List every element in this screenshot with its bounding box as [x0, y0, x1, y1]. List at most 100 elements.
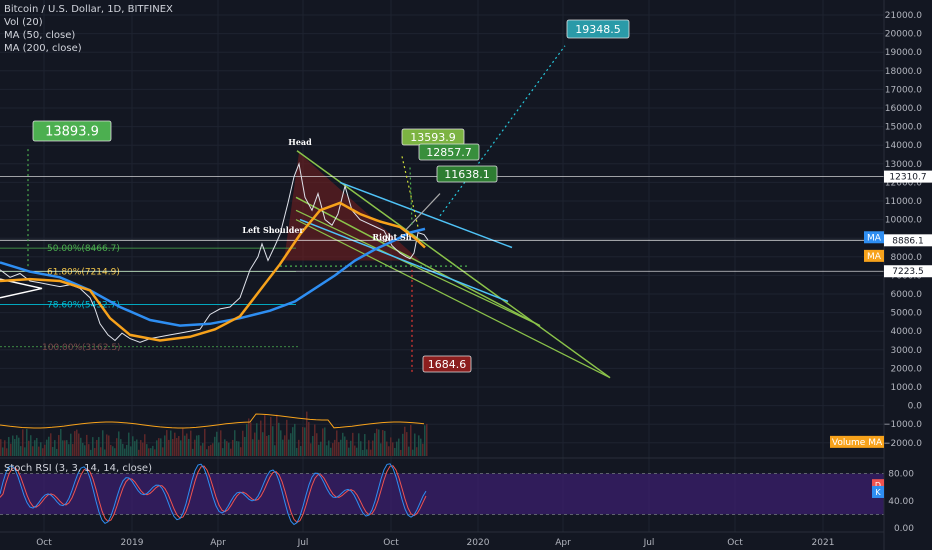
legend-ma50[interactable]: MA (50, close) [4, 30, 76, 41]
price-tick-label: 16000.0 [885, 104, 922, 114]
volume-bar [248, 418, 250, 456]
legend-vol[interactable]: Vol (20) [4, 17, 43, 28]
volume-bar [202, 443, 204, 456]
trend-line [404, 193, 441, 232]
volume-bar [236, 441, 238, 456]
volume-bar [408, 446, 410, 456]
volume-bar [34, 440, 36, 456]
annotation-label: 12857.7 [426, 146, 472, 159]
volume-bar [334, 439, 336, 456]
volume-bar [136, 439, 138, 456]
volume-bar [118, 431, 120, 456]
wedge-upper-line [296, 150, 611, 379]
channel-upper-line [339, 181, 513, 249]
volume-bar [144, 434, 146, 456]
volume-bar [426, 423, 428, 456]
volume-bar [192, 448, 194, 456]
ma50-line [0, 201, 426, 342]
time-tick-label: 2020 [467, 538, 490, 548]
volume-bar [98, 437, 100, 456]
stoch-rsi-legend[interactable]: Stoch RSI (3, 3, 14, 14, close) [4, 463, 152, 474]
volume-bar [162, 447, 164, 456]
stoch-badge [872, 485, 884, 498]
volume-bar [100, 447, 102, 456]
volume-bar [214, 436, 216, 456]
volume-bar [200, 445, 202, 456]
pattern-label: Left Shoulder [242, 225, 304, 235]
annotation-label: 13593.9 [410, 131, 456, 144]
volume-bar [206, 449, 208, 456]
volume-bar [132, 436, 134, 456]
volume-bar [266, 435, 268, 456]
time-tick-label: Jul [297, 538, 309, 548]
price-badge-label: 8886.1 [892, 236, 924, 246]
wedge-inner-line-2 [295, 219, 611, 379]
volume-bar [188, 438, 190, 456]
price-tick-label: 10000.0 [885, 216, 922, 226]
annotation-badge [418, 143, 480, 161]
volume-bar [160, 438, 162, 456]
wedge-inner-line [295, 209, 541, 327]
volume-bar [30, 435, 32, 456]
volume-bar [250, 422, 252, 456]
volume-bar [182, 428, 184, 456]
volume-bar [210, 444, 212, 456]
annotation-label: 1684.6 [428, 358, 467, 371]
price-badge [864, 249, 884, 262]
volume-bar [418, 435, 420, 456]
price-tick-label: 1000.0 [891, 383, 923, 393]
volume-bar [212, 443, 214, 456]
volume-bar [108, 435, 110, 456]
annotations[interactable]: 13893.9 19348.5 13593.9 12857.7 11638.1 1684.… [32, 19, 630, 373]
volume-bar [56, 448, 58, 456]
price-tick-label: 2000.0 [891, 364, 923, 374]
volume-bar [366, 449, 368, 456]
volume-bar [392, 442, 394, 456]
volume-bar [112, 446, 114, 456]
stoch-d-line [0, 465, 427, 524]
volume-bar [332, 443, 334, 456]
price-tick-label: 3000.0 [891, 346, 923, 356]
volume-bar [168, 439, 170, 456]
volume-bar [344, 436, 346, 456]
volume-bar [66, 440, 68, 456]
volume-bar [336, 430, 338, 456]
volume-bar [96, 439, 98, 456]
volume-bar [394, 447, 396, 456]
volume-bar [406, 432, 408, 456]
volume-bar [154, 449, 156, 456]
volume-bar [26, 428, 28, 456]
volume-bar [54, 440, 56, 456]
volume-bar [60, 428, 62, 456]
volume-bar [8, 437, 10, 456]
volume-bar [310, 443, 312, 456]
volume-bar [316, 433, 318, 456]
volume-bar [152, 445, 154, 456]
projection-line [439, 45, 566, 217]
annotation-badge [32, 120, 112, 142]
volume-bar [422, 443, 424, 456]
price-badge [884, 170, 932, 183]
price-badge-label: MA [867, 252, 882, 262]
volume-bar [52, 447, 54, 456]
stoch-tick-label: 80.00 [888, 470, 914, 480]
price-tick-label: 18000.0 [885, 67, 922, 77]
price-tick-label: 13000.0 [885, 160, 922, 170]
volume-bar [124, 448, 126, 456]
volume-bar [234, 430, 236, 456]
symbol-title[interactable]: Bitcoin / U.S. Dollar, 1D, BITFINEX [4, 4, 173, 15]
volume-bar [390, 437, 392, 456]
channel-lower-line [299, 218, 509, 303]
volume-bar [90, 449, 92, 456]
volume-bar [122, 443, 124, 456]
price-badge-label: Volume MA [832, 438, 883, 448]
legend-ma200[interactable]: MA (200, close) [4, 43, 82, 54]
volume-bar [272, 426, 274, 456]
volume-bar [410, 424, 412, 456]
stoch-badge-label: K [875, 488, 881, 497]
volume-bar [402, 433, 404, 456]
volume-bar [158, 438, 160, 456]
volume-bar [16, 435, 18, 456]
volume-bar [224, 439, 226, 456]
